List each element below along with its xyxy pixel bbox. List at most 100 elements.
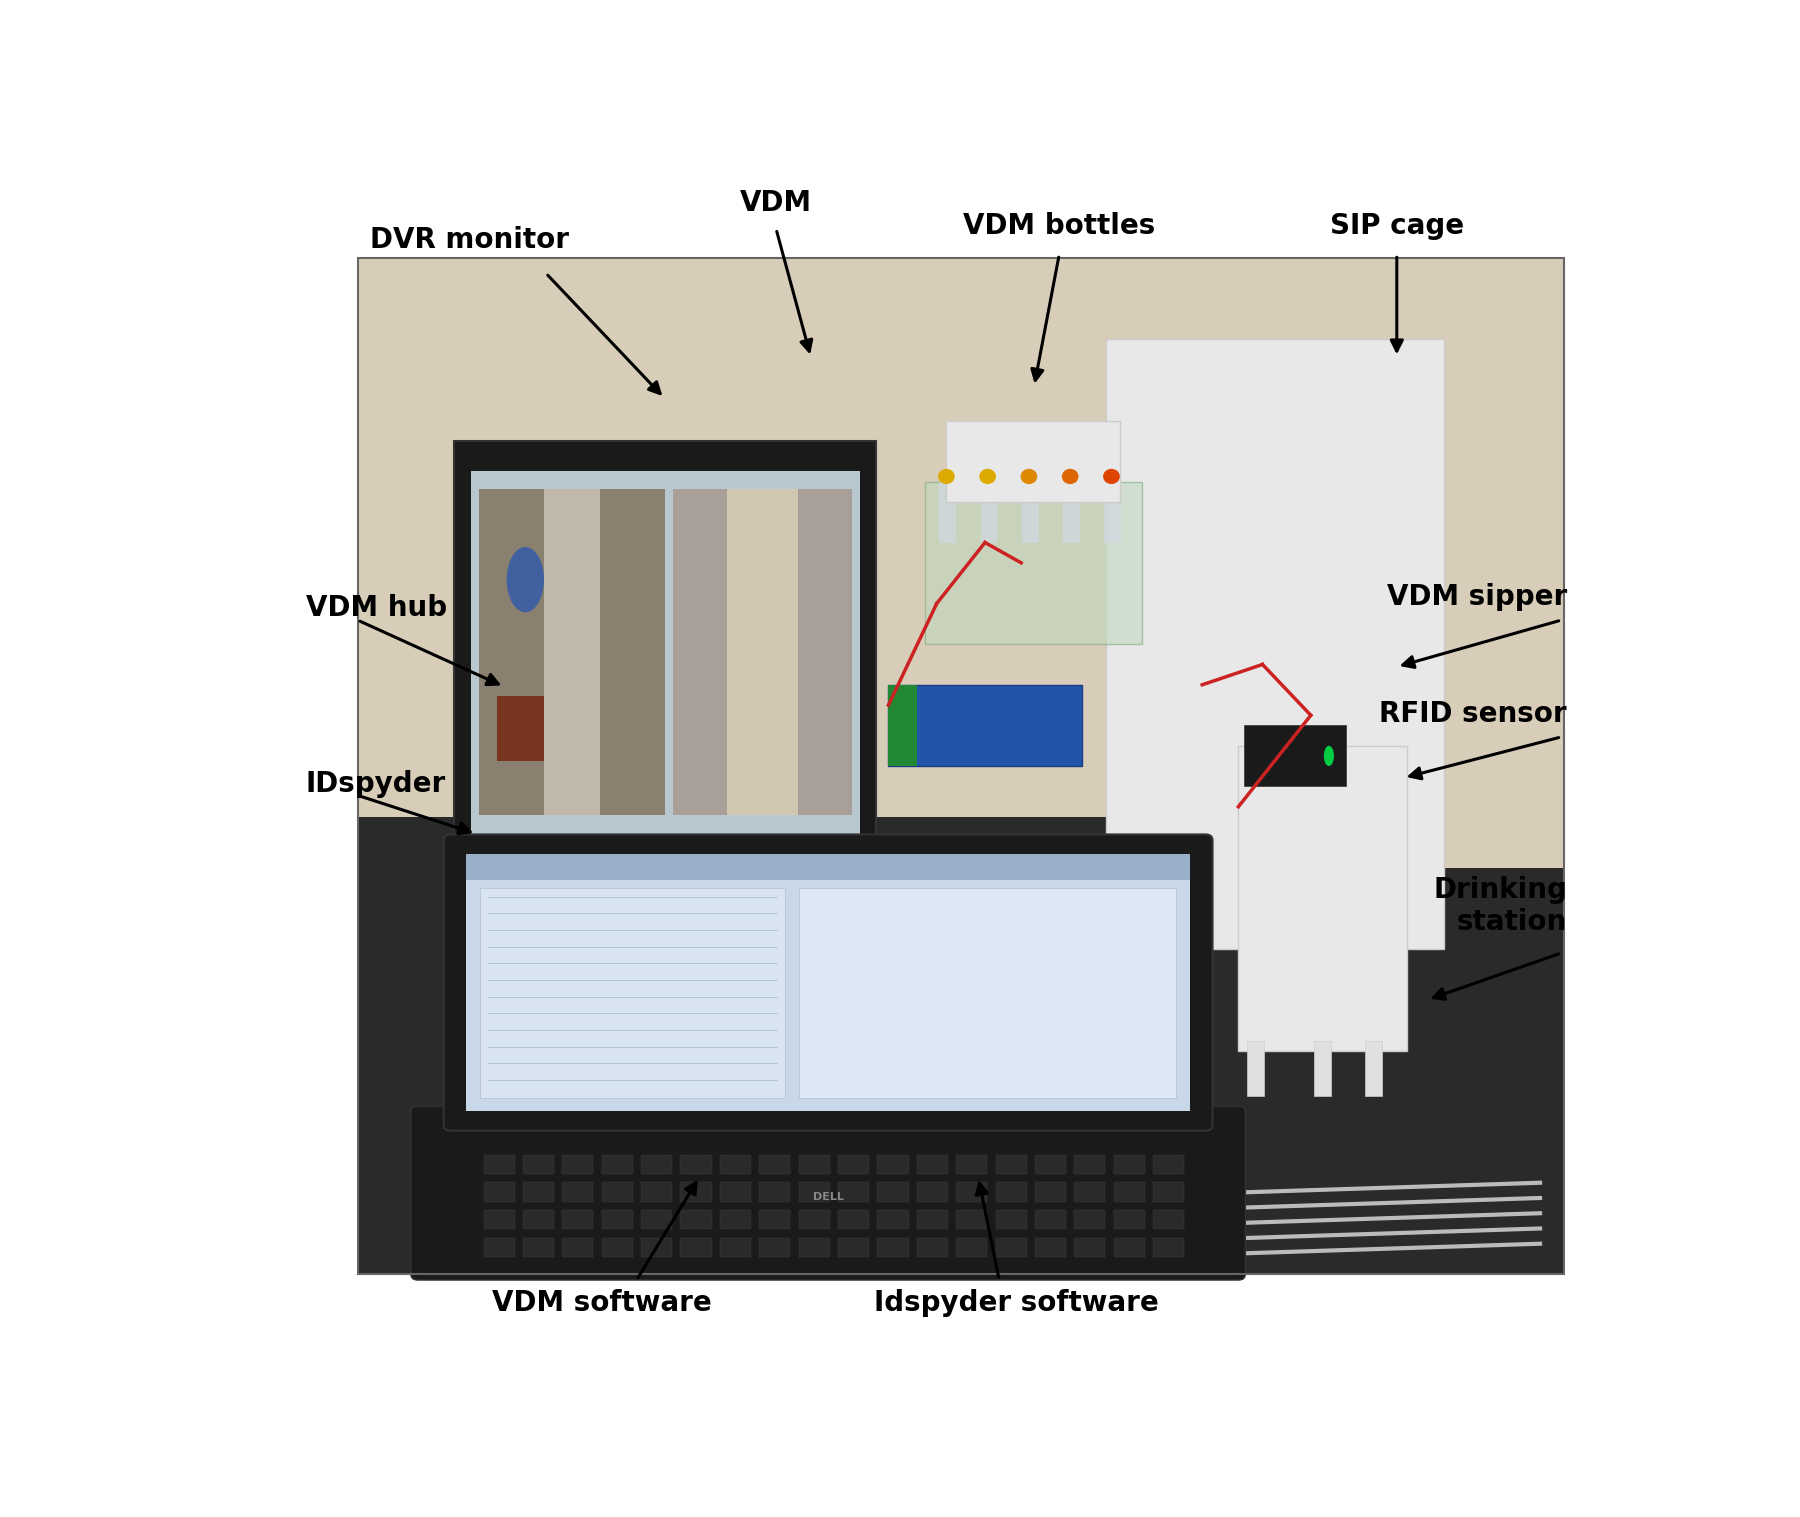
Bar [916, 1182, 949, 1201]
Bar [940, 481, 956, 543]
Bar [1035, 1211, 1066, 1229]
Bar [981, 481, 997, 543]
Bar [641, 1238, 671, 1258]
Bar [760, 1211, 790, 1229]
Bar [925, 481, 1141, 645]
Bar [601, 1182, 634, 1201]
Bar [479, 488, 666, 816]
Bar [1075, 1211, 1105, 1229]
Bar [956, 1211, 988, 1229]
Bar [680, 1238, 711, 1258]
Bar [760, 1238, 790, 1258]
Bar [475, 862, 578, 895]
Text: VDM software: VDM software [491, 1289, 711, 1317]
Bar [877, 1182, 909, 1201]
Bar [484, 1211, 515, 1229]
Bar [916, 1211, 949, 1229]
Bar [799, 887, 1175, 1098]
Bar [560, 887, 770, 898]
Text: VDM: VDM [740, 190, 812, 217]
Bar [481, 887, 785, 1098]
Bar [720, 1154, 751, 1174]
Bar [799, 1211, 830, 1229]
Bar [839, 1154, 869, 1174]
Bar [484, 1238, 515, 1258]
Bar [497, 696, 544, 762]
Text: IDspyder: IDspyder [306, 769, 446, 798]
Bar [995, 1154, 1026, 1174]
Bar [673, 488, 851, 816]
Bar [1075, 1182, 1105, 1201]
Text: VDM sipper: VDM sipper [1386, 583, 1568, 611]
Bar [484, 1182, 515, 1201]
Bar [562, 1238, 594, 1258]
Bar [956, 1238, 988, 1258]
Bar [466, 854, 1190, 1110]
Bar [358, 258, 1564, 1274]
Ellipse shape [1094, 1138, 1166, 1208]
Bar [472, 470, 860, 833]
Bar [623, 859, 707, 894]
Ellipse shape [1103, 469, 1120, 484]
Bar [956, 1154, 988, 1174]
Bar [522, 1238, 554, 1258]
Ellipse shape [1323, 746, 1334, 766]
Bar [839, 1182, 869, 1201]
Bar [916, 1154, 949, 1174]
Bar [484, 1154, 515, 1174]
Bar [1114, 1211, 1145, 1229]
Bar [1244, 725, 1346, 786]
Ellipse shape [506, 548, 544, 613]
Bar [995, 1182, 1026, 1201]
Bar [1247, 1042, 1264, 1097]
Text: RFID sensor: RFID sensor [1379, 699, 1568, 728]
Bar [454, 441, 877, 868]
Bar [1238, 746, 1408, 1051]
Bar [454, 842, 599, 909]
Bar [522, 1182, 554, 1201]
Bar [522, 1211, 554, 1229]
Bar [889, 684, 1082, 766]
Bar [641, 1154, 671, 1174]
Bar [1022, 481, 1039, 543]
Bar [799, 1238, 830, 1258]
Bar [1105, 481, 1121, 543]
Bar [720, 1238, 751, 1258]
Bar [877, 1211, 909, 1229]
Bar [916, 1238, 949, 1258]
Bar [1154, 1154, 1184, 1174]
Bar [760, 1182, 790, 1201]
Bar [877, 1238, 909, 1258]
Bar [1075, 1238, 1105, 1258]
Bar [1154, 1182, 1184, 1201]
Ellipse shape [938, 469, 954, 484]
Bar [562, 1154, 594, 1174]
Text: Idspyder software: Idspyder software [873, 1289, 1159, 1317]
Bar [562, 1211, 594, 1229]
Bar [1154, 1238, 1184, 1258]
Bar [358, 258, 1564, 918]
Bar [1035, 1154, 1066, 1174]
Bar [947, 420, 1120, 502]
Bar [641, 1211, 671, 1229]
Text: VDM bottles: VDM bottles [963, 212, 1156, 240]
Ellipse shape [1062, 469, 1078, 484]
Bar [466, 854, 1190, 880]
Bar [1105, 340, 1444, 950]
Bar [799, 1154, 830, 1174]
Bar [1364, 1042, 1382, 1097]
Bar [956, 1182, 988, 1201]
Text: VDM hub: VDM hub [306, 595, 446, 622]
Bar [727, 488, 797, 816]
Bar [760, 1154, 790, 1174]
Bar [1114, 1182, 1145, 1201]
FancyBboxPatch shape [410, 1106, 1246, 1280]
Text: DELL: DELL [812, 1192, 844, 1203]
Bar [1154, 1211, 1184, 1229]
Bar [680, 1182, 711, 1201]
Bar [720, 1211, 751, 1229]
Bar [877, 1154, 909, 1174]
Bar [1114, 1238, 1145, 1258]
Bar [1075, 1154, 1105, 1174]
Text: SIP cage: SIP cage [1330, 212, 1463, 240]
